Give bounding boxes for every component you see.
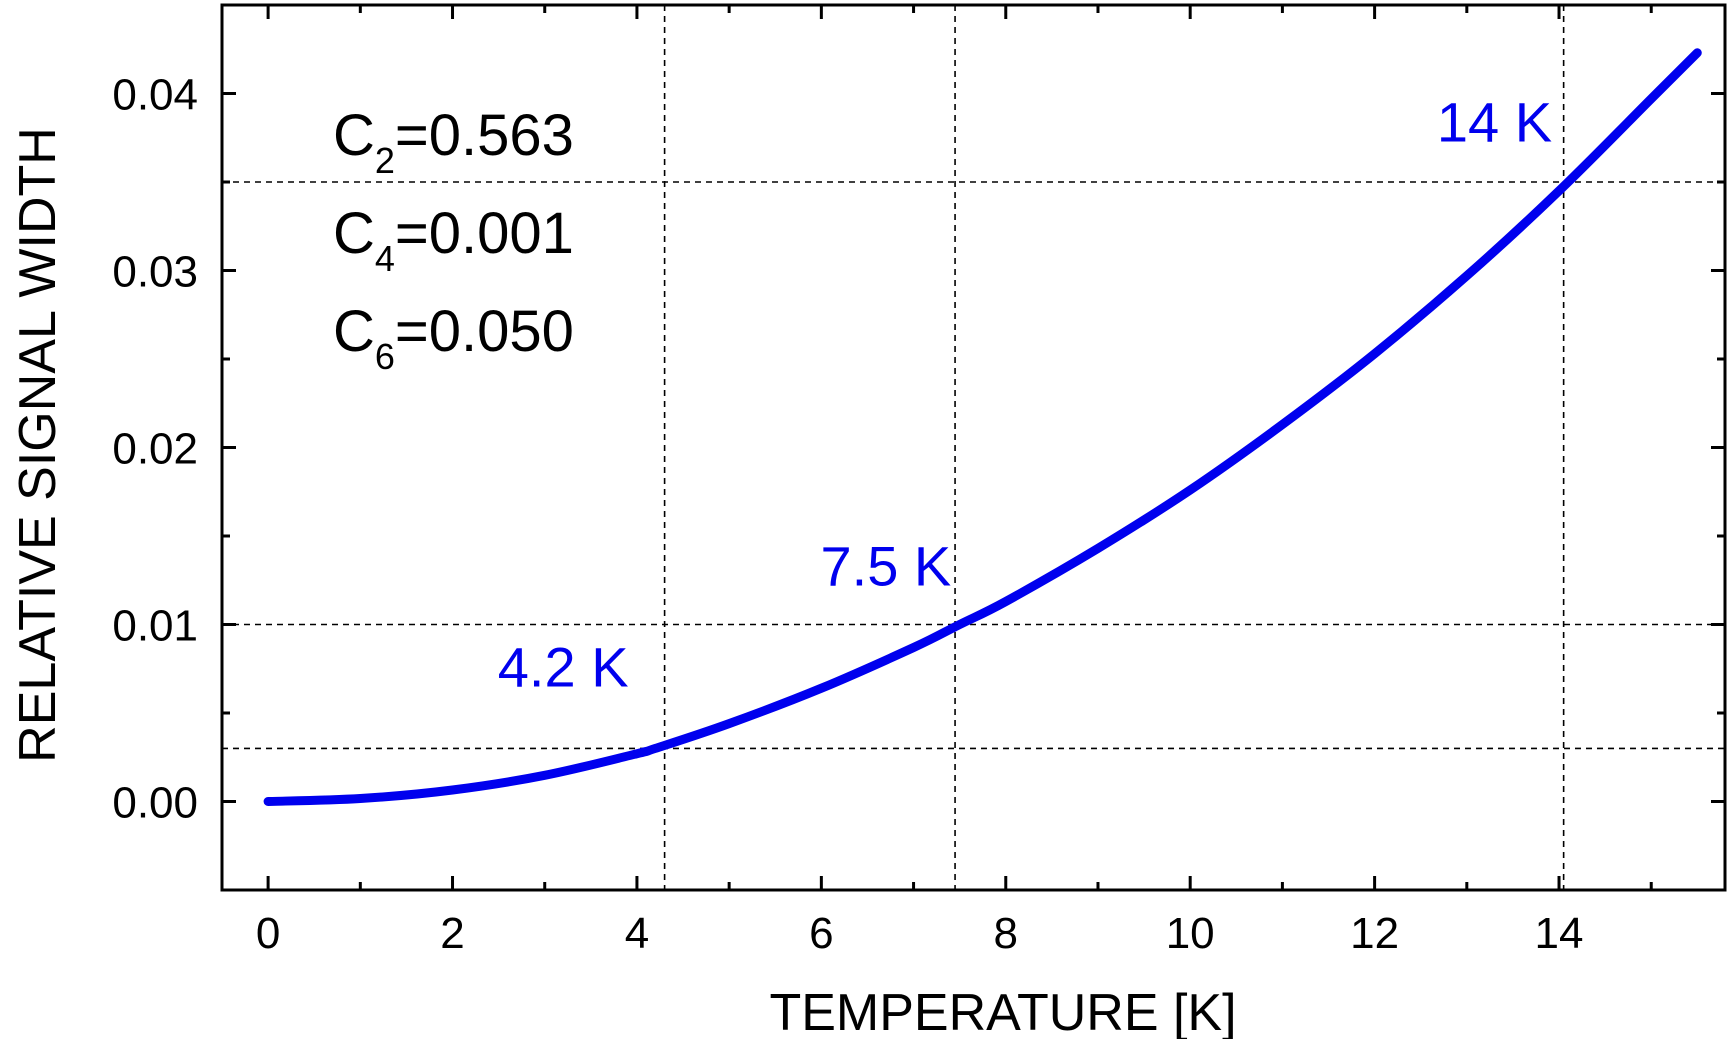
x-tick-label: 8	[994, 909, 1018, 958]
temperature-annotation: 7.5 K	[821, 535, 952, 598]
axis-ticks	[222, 5, 1725, 890]
y-tick-label: 0.02	[112, 425, 198, 474]
temperature-annotation: 14 K	[1437, 90, 1552, 153]
x-tick-label: 12	[1350, 909, 1399, 958]
series-line	[263, 48, 1702, 806]
curve-layer	[263, 48, 1702, 806]
tick-labels: 0 2 4 6 8 10 12 14 0.00 0.01 0.02 0.03 0.04	[112, 71, 1583, 959]
x-tick-label: 6	[809, 909, 833, 958]
x-tick-label: 14	[1535, 909, 1584, 958]
x-axis-label: TEMPERATURE [K]	[769, 984, 1236, 1039]
x-tick-label: 2	[440, 909, 464, 958]
coefficient-block: C2=0.563 C4=0.001 C6=0.050	[333, 103, 574, 377]
x-tick-label: 0	[256, 909, 280, 958]
y-axis-label: RELATIVE SIGNAL WIDTH	[9, 127, 67, 763]
y-tick-label: 0.03	[112, 248, 198, 297]
temperature-annotation: 4.2 K	[498, 635, 629, 698]
y-tick-label: 0.04	[112, 71, 198, 120]
coefficient-label: C2=0.563	[333, 103, 574, 181]
coefficient-label: C6=0.050	[333, 299, 574, 377]
x-tick-label: 4	[625, 909, 649, 958]
x-tick-label: 10	[1166, 909, 1215, 958]
y-tick-label: 0.00	[112, 779, 198, 828]
y-tick-label: 0.01	[112, 602, 198, 651]
annotations: 4.2 K 7.5 K 14 K	[498, 90, 1552, 698]
coefficient-label: C4=0.001	[333, 201, 574, 279]
